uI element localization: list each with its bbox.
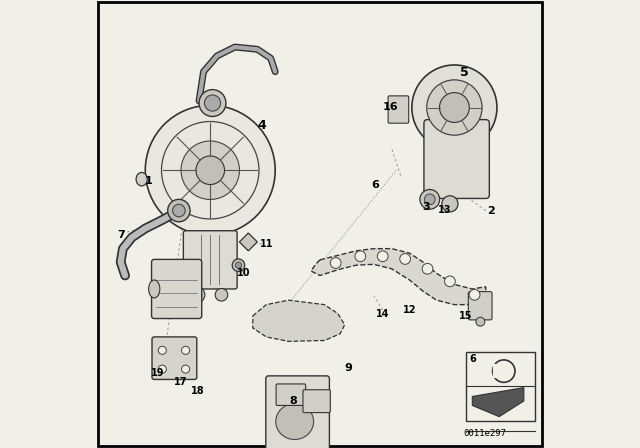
Circle shape — [196, 156, 225, 185]
Circle shape — [440, 93, 469, 122]
Circle shape — [469, 289, 480, 300]
Circle shape — [158, 365, 166, 373]
Polygon shape — [472, 388, 524, 417]
FancyBboxPatch shape — [276, 384, 306, 405]
FancyBboxPatch shape — [424, 120, 490, 198]
Polygon shape — [239, 233, 257, 251]
Text: 18: 18 — [191, 386, 205, 396]
Ellipse shape — [276, 404, 314, 439]
Circle shape — [215, 289, 228, 301]
Circle shape — [199, 90, 226, 116]
FancyBboxPatch shape — [266, 376, 330, 448]
Text: 1: 1 — [145, 177, 153, 186]
Circle shape — [232, 259, 244, 271]
Circle shape — [424, 194, 435, 205]
Text: 8: 8 — [289, 396, 297, 406]
Polygon shape — [253, 300, 345, 341]
Text: 16: 16 — [383, 102, 399, 112]
Circle shape — [168, 199, 190, 222]
Text: 11: 11 — [259, 239, 273, 249]
FancyBboxPatch shape — [184, 231, 237, 289]
Circle shape — [442, 196, 458, 212]
FancyBboxPatch shape — [303, 390, 330, 413]
Circle shape — [330, 258, 341, 268]
Circle shape — [400, 254, 410, 264]
Text: 12: 12 — [403, 305, 417, 315]
Circle shape — [189, 287, 205, 303]
Text: 7: 7 — [116, 230, 125, 240]
Circle shape — [173, 204, 185, 217]
Text: 19: 19 — [151, 368, 164, 378]
Circle shape — [427, 80, 482, 135]
Circle shape — [420, 190, 440, 209]
Circle shape — [422, 263, 433, 274]
Polygon shape — [311, 249, 486, 305]
Text: 15: 15 — [459, 311, 472, 321]
FancyBboxPatch shape — [388, 96, 409, 123]
Text: 6: 6 — [469, 354, 476, 364]
Text: 14: 14 — [376, 310, 390, 319]
Text: 4: 4 — [257, 119, 266, 132]
Circle shape — [204, 95, 221, 111]
Circle shape — [181, 141, 239, 199]
FancyBboxPatch shape — [99, 2, 541, 446]
FancyBboxPatch shape — [152, 337, 197, 379]
Circle shape — [412, 65, 497, 150]
Circle shape — [145, 105, 275, 235]
Ellipse shape — [148, 280, 160, 298]
FancyBboxPatch shape — [468, 292, 492, 320]
Circle shape — [158, 346, 166, 354]
Text: 13: 13 — [438, 205, 451, 215]
Circle shape — [236, 262, 242, 268]
Text: 9: 9 — [344, 363, 352, 373]
Text: 2: 2 — [487, 206, 495, 215]
Circle shape — [355, 251, 365, 262]
FancyBboxPatch shape — [466, 352, 535, 421]
Circle shape — [378, 251, 388, 262]
Circle shape — [476, 317, 485, 326]
Ellipse shape — [136, 172, 147, 186]
Circle shape — [182, 346, 189, 354]
Text: 6: 6 — [371, 180, 379, 190]
Text: 17: 17 — [173, 377, 187, 387]
Text: 3: 3 — [423, 202, 431, 212]
Circle shape — [445, 276, 455, 287]
Text: 0011e297: 0011e297 — [463, 429, 506, 438]
Text: 5: 5 — [460, 66, 468, 79]
FancyBboxPatch shape — [152, 259, 202, 319]
Text: 10: 10 — [237, 268, 251, 278]
Circle shape — [182, 365, 189, 373]
